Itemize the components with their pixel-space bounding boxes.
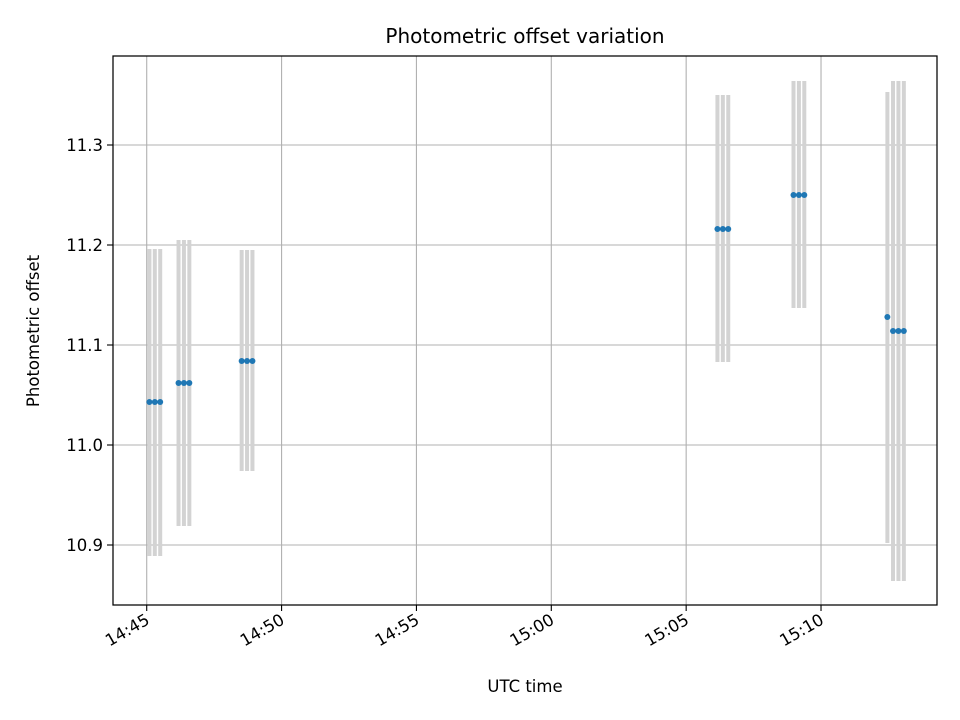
data-point [238, 358, 245, 364]
x-tick-label: 15:05 [641, 610, 692, 650]
error-bars [147, 81, 906, 581]
x-tick-label: 14:55 [372, 610, 423, 650]
data-point [719, 226, 726, 232]
y-tick-label: 11.1 [66, 336, 103, 355]
y-axis-label: Photometric offset [24, 254, 43, 407]
x-tick-label: 15:10 [776, 610, 827, 650]
y-tick-label: 10.9 [66, 536, 103, 555]
data-point [180, 380, 187, 386]
data-point [186, 380, 193, 386]
data-point [175, 380, 182, 386]
plot-frame [112, 55, 938, 606]
x-axis-ticks: 14:45 14:50 14:55 15:00 15:05 15:10 [102, 605, 827, 650]
y-tick-label: 11.2 [66, 236, 103, 255]
data-point [146, 399, 153, 405]
data-point [725, 226, 732, 232]
grid-lines [113, 56, 937, 605]
data-point [244, 358, 251, 364]
data-point [890, 328, 897, 334]
y-axis-ticks: 10.9 11.0 11.1 11.2 11.3 [66, 136, 113, 555]
x-tick-label: 15:00 [507, 610, 558, 650]
y-tick-label: 11.0 [66, 436, 103, 455]
data-point [801, 192, 808, 198]
data-point [884, 314, 891, 320]
x-tick-label: 14:50 [237, 610, 288, 650]
data-point [795, 192, 802, 198]
data-point [249, 358, 256, 364]
data-point [157, 399, 164, 405]
x-tick-label: 14:45 [102, 610, 153, 650]
data-point [900, 328, 907, 334]
chart-title: Photometric offset variation [385, 24, 664, 48]
data-points [146, 192, 907, 405]
data-point [895, 328, 902, 334]
data-point [790, 192, 797, 198]
data-point [714, 226, 721, 232]
data-point [151, 399, 158, 405]
x-axis-label: UTC time [487, 677, 562, 696]
y-tick-label: 11.3 [66, 136, 103, 155]
